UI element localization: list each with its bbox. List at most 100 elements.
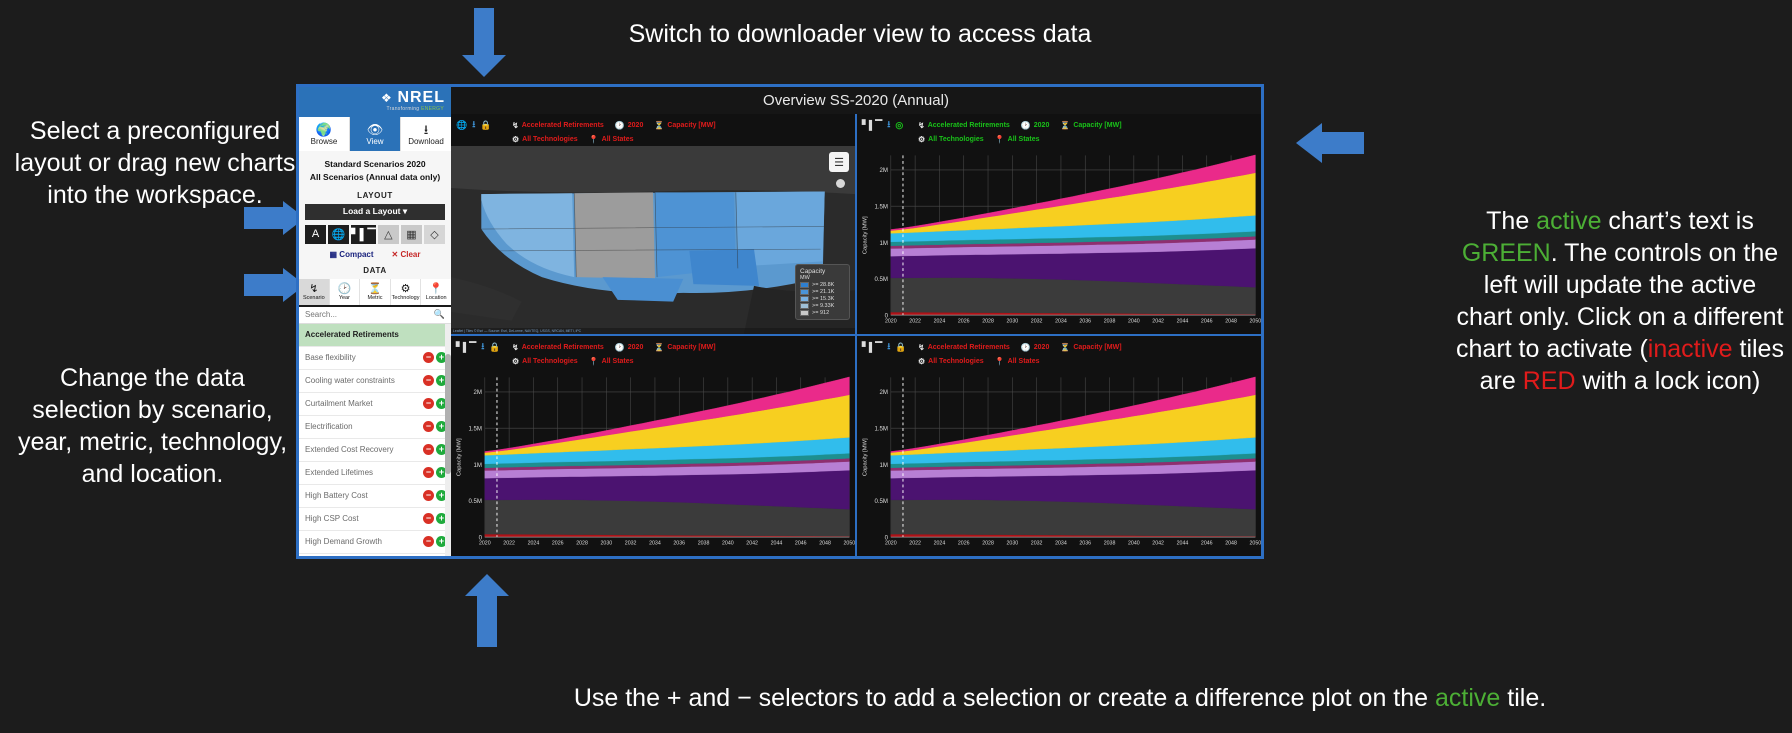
- scenario-remove-button[interactable]: −: [423, 421, 434, 432]
- compact-button[interactable]: ▦ Compact: [329, 249, 374, 259]
- scenario-add-button[interactable]: +: [436, 444, 447, 455]
- chip-metric[interactable]: ⏳ Capacity [MW]: [1060, 343, 1121, 352]
- chip-location[interactable]: 📍 All States: [995, 357, 1040, 366]
- lock-icon[interactable]: 🔒: [489, 341, 501, 352]
- scenario-row[interactable]: Extended Lifetimes − +: [299, 462, 451, 485]
- data-tab-technology[interactable]: ⚙ Technology: [390, 278, 422, 305]
- tab-view[interactable]: 👁 View: [350, 117, 401, 151]
- scenario-remove-button[interactable]: −: [423, 490, 434, 501]
- scenario-row[interactable]: High Geothermal Cost−+: [299, 554, 451, 557]
- bar-chart-icon[interactable]: ▘▌▔: [456, 341, 477, 352]
- chip-scenario[interactable]: ↯ Accelerated Retirements: [918, 343, 1010, 352]
- map-body[interactable]: ☰ Capacity MW >= 28.8K >= 21.1K >= 15.3K >=…: [451, 146, 855, 335]
- chip-scenario[interactable]: ↯ Accelerated Retirements: [512, 121, 604, 130]
- layout-table-button[interactable]: ▦: [400, 224, 422, 244]
- scenario-remove-button[interactable]: −: [423, 536, 434, 547]
- globe-icon[interactable]: 🌐: [456, 119, 468, 130]
- scenario-scrollbar[interactable]: [445, 323, 451, 556]
- bar-chart-icon[interactable]: ▘▌▔: [862, 119, 883, 130]
- layout-area-button[interactable]: △: [377, 224, 399, 244]
- bar-chart-icon[interactable]: ▘▌▔: [862, 341, 883, 352]
- load-layout-button[interactable]: Load a Layout ▾: [305, 203, 445, 220]
- data-tab-metric[interactable]: ⏳ Metric: [360, 278, 391, 305]
- chip-technology[interactable]: ⚙ All Technologies: [918, 357, 984, 366]
- scenario-row[interactable]: Extended Cost Recovery − +: [299, 439, 451, 462]
- clear-button[interactable]: ✕ Clear: [391, 249, 421, 259]
- scenario-row[interactable]: High Battery Cost − +: [299, 485, 451, 508]
- chart-body-active[interactable]: 0 0.5M 1M 1.5M 2M 2020 2022 2024 2026 2028 2030 203…: [857, 146, 1261, 335]
- scenario-row[interactable]: High CSP Cost − +: [299, 508, 451, 531]
- download-icon[interactable]: ⭳: [887, 341, 891, 352]
- chip-year[interactable]: 🕑 2020: [1021, 121, 1050, 130]
- lock-icon[interactable]: 🔒: [480, 119, 492, 130]
- svg-text:2026: 2026: [552, 541, 564, 547]
- scenario-remove-button[interactable]: −: [423, 352, 434, 363]
- scenario-add-button[interactable]: +: [436, 421, 447, 432]
- chart-body-bl[interactable]: 0 0.5M 1M 1.5M 2M 2020 2022 2024 2026 2028 2030 203…: [451, 368, 855, 556]
- chip-year[interactable]: 🕑 2020: [615, 343, 644, 352]
- compact-label: Compact: [339, 249, 374, 259]
- chart-body-br[interactable]: 0 0.5M 1M 1.5M 2M 2020 2022 2024 2026 2028 2030 203…: [857, 368, 1261, 556]
- scenario-remove-button[interactable]: −: [423, 467, 434, 478]
- scenario-remove-button[interactable]: −: [423, 398, 434, 409]
- scenario-row[interactable]: Base flexibility − +: [299, 347, 451, 370]
- scenario-add-button[interactable]: +: [436, 536, 447, 547]
- scenario-row[interactable]: Accelerated Retirements: [299, 323, 451, 347]
- scenario-row[interactable]: Curtailment Market − +: [299, 393, 451, 416]
- layout-actions: ▦ Compact ✕ Clear: [299, 250, 451, 259]
- data-tab-year[interactable]: 🕑 Year: [329, 278, 361, 305]
- scenario-row[interactable]: High Demand Growth − +: [299, 531, 451, 554]
- download-icon[interactable]: ⭳: [472, 119, 476, 130]
- chip-year[interactable]: 🕑 2020: [615, 121, 644, 130]
- map-layers-icon[interactable]: ☰: [829, 152, 849, 173]
- chip-technology[interactable]: ⚙ All Technologies: [918, 135, 984, 144]
- scenario-add-button[interactable]: +: [436, 352, 447, 363]
- chip-location[interactable]: 📍 All States: [589, 357, 634, 366]
- chip-metric[interactable]: ⏳ Capacity [MW]: [1060, 121, 1121, 130]
- lock-icon[interactable]: 🔒: [895, 341, 907, 352]
- scenario-remove-button[interactable]: −: [423, 513, 434, 524]
- layout-text-button[interactable]: A: [305, 224, 327, 244]
- nrel-mark-icon: ❖: [381, 91, 392, 105]
- chip-location[interactable]: 📍 All States: [589, 135, 634, 144]
- tab-view-label: View: [366, 137, 384, 146]
- map-tile[interactable]: 🌐 ⭳ 🔒 ↯ Accelerated Retirements 🕑 2020 ⏳ Ca…: [451, 114, 855, 335]
- chip-year[interactable]: 🕑 2020: [1021, 343, 1050, 352]
- chip-technology[interactable]: ⚙ All Technologies: [512, 135, 578, 144]
- chart-tile-bottom-left[interactable]: ▘▌▔ ⭳ 🔒 ↯ Accelerated Retirements 🕑 2020 ⏳…: [451, 336, 855, 556]
- scenario-list[interactable]: Accelerated Retirements Base flexibility −…: [299, 323, 451, 557]
- search-icon[interactable]: 🔍: [433, 309, 445, 319]
- scenario-add-button[interactable]: +: [436, 375, 447, 386]
- layout-map-button[interactable]: 🌐: [328, 224, 350, 244]
- data-tab-scenario[interactable]: ↯ Scenario: [299, 278, 330, 305]
- scenario-remove-button[interactable]: −: [423, 444, 434, 455]
- chip-technology[interactable]: ⚙ All Technologies: [512, 357, 578, 366]
- target-icon[interactable]: ◎: [895, 119, 904, 130]
- scenario-remove-button[interactable]: −: [423, 375, 434, 386]
- scenario-add-button[interactable]: +: [436, 398, 447, 409]
- download-icon[interactable]: ⭳: [481, 341, 485, 352]
- scenario-row[interactable]: Electrification − +: [299, 416, 451, 439]
- chip-metric[interactable]: ⏳ Capacity [MW]: [654, 343, 715, 352]
- chip-metric[interactable]: ⏳ Capacity [MW]: [654, 121, 715, 130]
- chip-scenario[interactable]: ↯ Accelerated Retirements: [512, 343, 604, 352]
- chip-scenario[interactable]: ↯ Accelerated Retirements: [918, 121, 1010, 130]
- scenario-scrollbar-thumb[interactable]: [445, 353, 451, 474]
- scenario-add-button[interactable]: +: [436, 490, 447, 501]
- chart-tile-active[interactable]: ▘▌▔ ⭳ ◎ ↯ Accelerated Retirements 🕑 2020 ⏳…: [857, 114, 1261, 335]
- chart-tile-bottom-right[interactable]: ▘▌▔ ⭳ 🔒 ↯ Accelerated Retirements 🕑 2020 ⏳…: [857, 336, 1261, 556]
- tab-download[interactable]: ⭳ Download: [401, 117, 451, 151]
- map-legend-unit: MW: [800, 275, 810, 282]
- search-bar[interactable]: 🔍: [299, 306, 451, 324]
- scenario-add-button[interactable]: +: [436, 513, 447, 524]
- tab-browse[interactable]: 🌍 Browse: [299, 117, 350, 151]
- chip-location[interactable]: 📍 All States: [995, 135, 1040, 144]
- us-choropleth-map[interactable]: ☰ Capacity MW >= 28.8K >= 21.1K >= 15.3K >=…: [451, 146, 855, 335]
- search-input[interactable]: [305, 310, 434, 319]
- layout-diamond-button[interactable]: ◇: [423, 224, 446, 244]
- download-icon[interactable]: ⭳: [887, 119, 891, 130]
- scenario-add-button[interactable]: +: [436, 467, 447, 478]
- layout-bar-button[interactable]: ▘▌▔: [351, 224, 376, 244]
- data-tab-location[interactable]: 📍 Location: [421, 278, 451, 305]
- scenario-row[interactable]: Cooling water constraints − +: [299, 370, 451, 393]
